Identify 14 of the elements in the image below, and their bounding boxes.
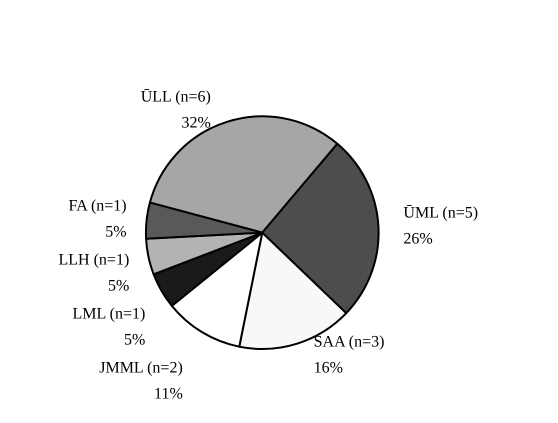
data-label: 32% [182,114,211,132]
slice-label: LML (n=1) [72,306,146,323]
data-label: 5% [108,278,130,295]
slice-label: JMML (n=2) [99,360,183,377]
slice-label: ŪLL (n=6) [140,88,211,106]
slice-label: LLH (n=1) [58,252,130,269]
data-label: 26% [403,230,433,248]
slice-label: SAA (n=3) [314,334,384,351]
data-label: 16% [314,360,343,377]
data-label: 5% [124,332,146,349]
data-label: 11% [154,386,183,403]
slice-label: FA (n=1) [68,198,127,215]
slice-label: ŪML (n=5) [403,204,478,222]
data-label: 5% [105,224,127,241]
